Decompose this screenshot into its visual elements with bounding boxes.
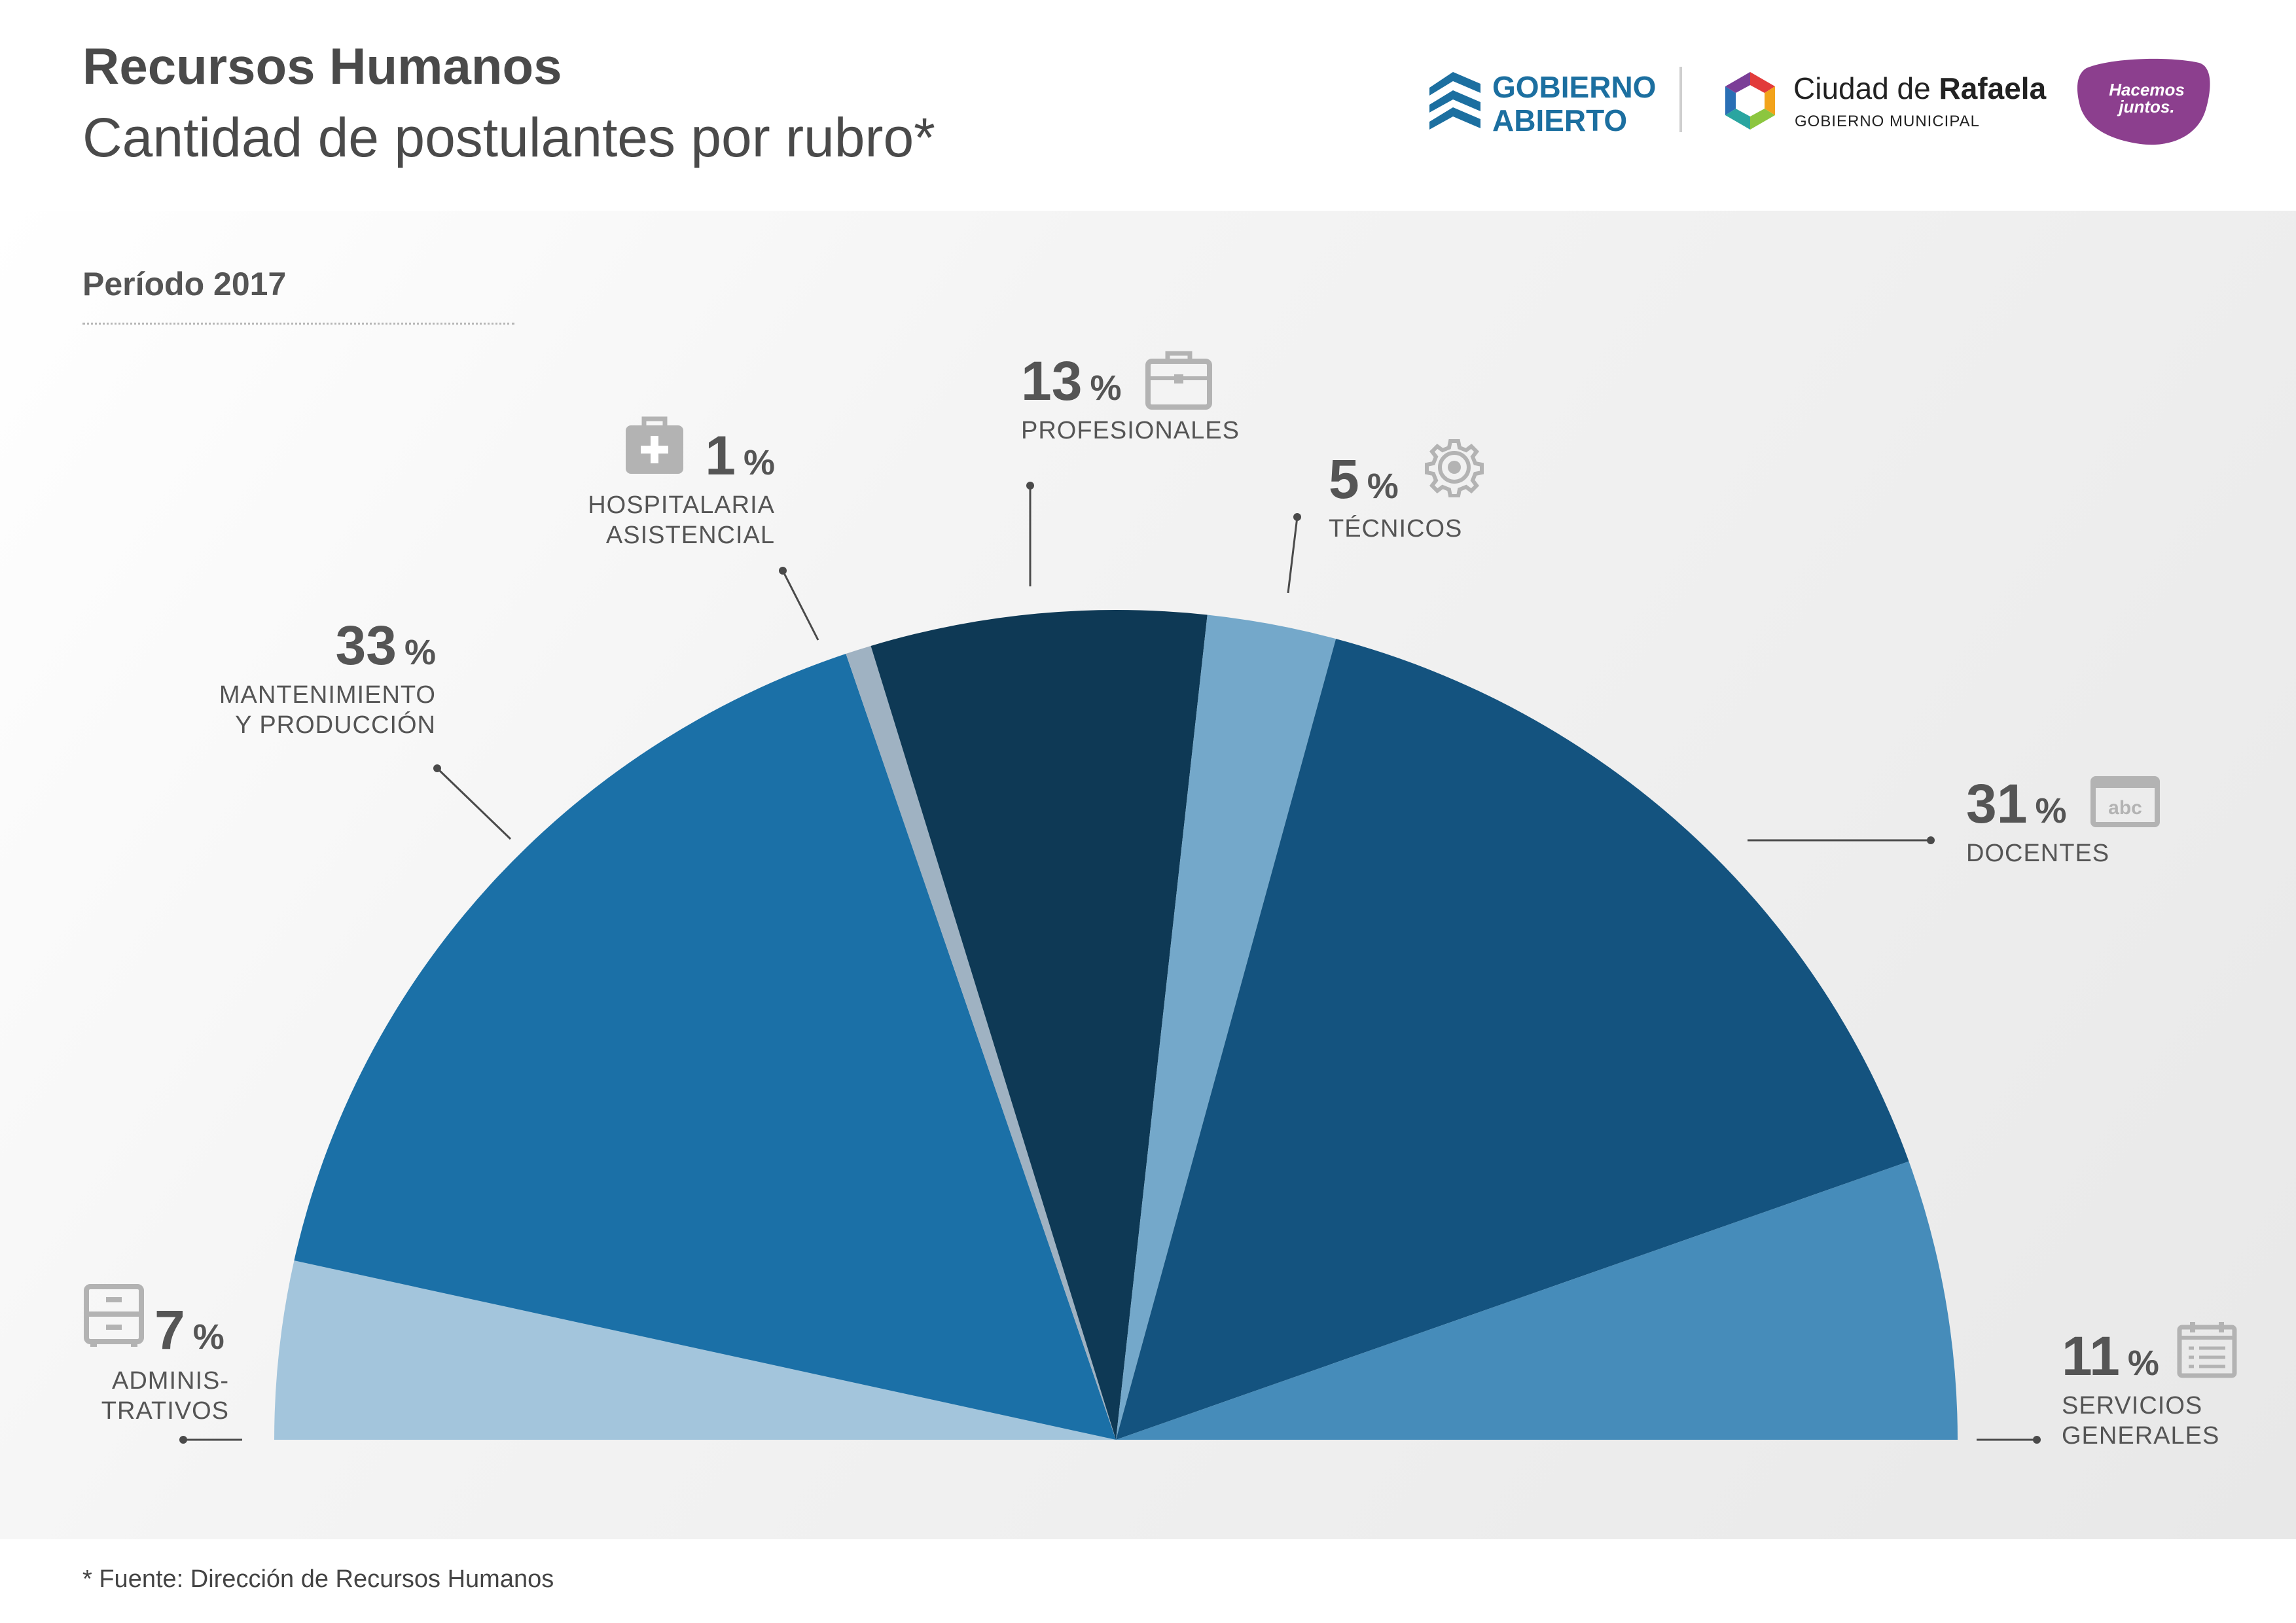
slice-tecnicos: [1116, 615, 1336, 1440]
abc-board-icon: abc: [2090, 776, 2160, 827]
leader-dot-mantenimiento: [433, 764, 441, 772]
leader-dot-servicios: [2033, 1436, 2041, 1444]
rafaela-logo-sub: GOBIERNO MUNICIPAL: [1795, 113, 1980, 130]
leader-dot-profesionales: [1026, 482, 1034, 490]
value-label: 1: [705, 425, 736, 486]
calendar-list-icon: [2177, 1322, 2237, 1378]
rafaela-logo-name: Ciudad de Rafaela: [1793, 71, 2047, 105]
label-profesionales: 13% PROFESIONALES: [1021, 353, 1240, 446]
value-label: 33: [335, 615, 397, 676]
slice-mantenimiento: [294, 654, 1116, 1440]
value-label: 11: [2062, 1325, 2120, 1387]
leader-dot-administrativos: [179, 1436, 187, 1444]
gobierno-abierto-logo: GOBIERNO ABIERTO: [1492, 70, 1657, 137]
leader-dot-tecnicos: [1293, 513, 1301, 521]
gear-icon: [1425, 439, 1484, 497]
leader-line-hospitalaria: [781, 570, 819, 641]
category-label: DOCENTES: [1966, 840, 2110, 867]
label-docentes: 31% DOCENTES: [1966, 776, 2109, 869]
label-mantenimiento: 33% MANTENIMIENTO Y PRODUCCIÓN: [170, 618, 436, 740]
svg-text:abc: abc: [2108, 797, 2142, 819]
slice-profesionales: [870, 610, 1208, 1440]
logo-divider: [1679, 67, 1682, 132]
label-administrativos: 7%: [154, 1299, 224, 1361]
leader-line-mantenimiento: [436, 767, 512, 840]
page-subtitle: Cantidad de postulantes por rubro*: [82, 107, 935, 168]
cabinet-icon: [84, 1284, 144, 1347]
briefcase-icon: [1145, 351, 1212, 410]
leader-line-tecnicos: [1287, 516, 1299, 594]
period-label: Período 2017: [82, 266, 287, 302]
gobierno-abierto-logo-icon: [1429, 72, 1480, 130]
value-label: 7: [154, 1299, 185, 1361]
leader-dot-docentes: [1927, 836, 1935, 844]
value-label: 5: [1329, 448, 1359, 510]
label-administrativos-name: ADMINIS- TRATIVOS: [98, 1359, 229, 1426]
rafaela-hexagon-icon: [1725, 72, 1775, 130]
slice-hospitalaria: [846, 646, 1116, 1440]
value-label: 13: [1021, 350, 1083, 412]
label-tecnicos: 5% TÉCNICOS: [1329, 452, 1462, 544]
slice-administrativos: [274, 1260, 1116, 1440]
label-servicios: 11% SERVICIOS GENERALES: [2062, 1329, 2219, 1451]
label-hospitalaria: 1% HOSPITALARIA ASISTENCIAL: [543, 428, 775, 550]
logo-bar: GOBIERNO ABIERTO Ciudad de Rafaela GOBIE…: [1414, 52, 2219, 157]
value-label: 31: [1966, 773, 2028, 834]
slice-servicios: [1116, 1161, 1958, 1440]
medical-kit-icon: [626, 416, 683, 474]
hacemos-juntos-logo: Hacemos juntos.: [2109, 80, 2185, 116]
category-label: SERVICIOS GENERALES: [2062, 1392, 2220, 1450]
leader-dot-hospitalaria: [779, 567, 787, 575]
category-label: TÉCNICOS: [1329, 515, 1463, 543]
category-label: PROFESIONALES: [1021, 417, 1240, 444]
category-label: MANTENIMIENTO Y PRODUCCIÓN: [219, 681, 436, 739]
source-footnote: * Fuente: Dirección de Recursos Humanos: [82, 1565, 554, 1593]
category-label: ADMINIS- TRATIVOS: [101, 1367, 229, 1425]
hacemos-juntos-logo-icon: [2077, 58, 2210, 145]
header: Recursos Humanos Cantidad de postulantes…: [0, 0, 2296, 211]
page-title: Recursos Humanos: [82, 37, 562, 95]
period-divider: [82, 323, 514, 325]
category-label: HOSPITALARIA ASISTENCIAL: [588, 491, 775, 549]
slice-docentes: [1116, 639, 1909, 1440]
